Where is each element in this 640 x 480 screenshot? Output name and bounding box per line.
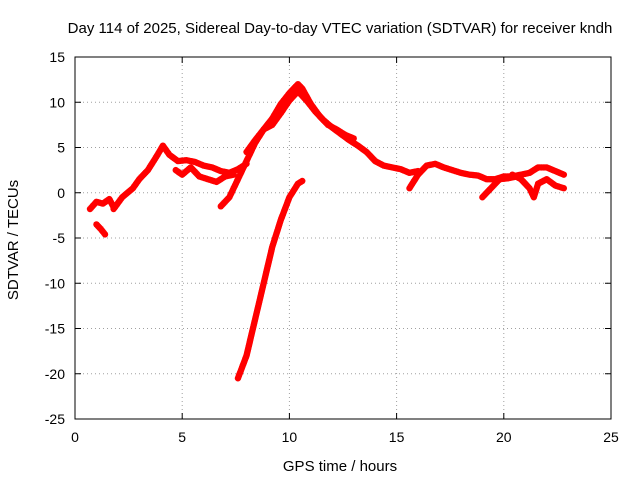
data-point <box>560 185 568 192</box>
data-point <box>350 135 357 142</box>
series-arc-6 <box>243 80 357 156</box>
x-tick-label: 10 <box>282 429 298 445</box>
series-arc-1 <box>86 195 117 213</box>
series-arc-2 <box>93 221 109 238</box>
chart-title: Day 114 of 2025, Sidereal Day-to-day VTE… <box>68 20 613 37</box>
y-tick-label: -25 <box>45 411 65 427</box>
series-arc-3 <box>110 142 250 213</box>
y-tick-label: -15 <box>45 321 65 337</box>
y-tick-label: 15 <box>49 49 65 65</box>
x-tick-label: 20 <box>496 429 512 445</box>
y-tick-label: -20 <box>45 366 65 382</box>
y-tick-label: 0 <box>57 185 65 201</box>
y-tick-label: -5 <box>53 230 66 246</box>
data-point <box>560 171 568 178</box>
data-point <box>101 231 109 238</box>
data-point <box>299 177 306 185</box>
x-axis-label: GPS time / hours <box>283 458 397 475</box>
x-tick-label: 5 <box>178 429 186 445</box>
plot-area <box>86 80 568 382</box>
series-arc-8 <box>406 160 568 192</box>
y-tick-label: -10 <box>45 275 65 291</box>
series-arc-7 <box>234 177 306 382</box>
data-point <box>230 171 237 178</box>
y-tick-label: 10 <box>49 94 65 110</box>
x-tick-label: 25 <box>603 429 619 445</box>
y-axis-label: SDTVAR / TECUs <box>5 180 22 300</box>
grid <box>75 57 611 419</box>
x-tick-label: 0 <box>71 429 79 445</box>
series-arc-4 <box>172 164 237 186</box>
y-tick-label: 5 <box>57 140 65 156</box>
axes: 0 5 10 15 20 25 -25 -20 -15 -10 -5 0 5 10 15 <box>45 49 619 445</box>
x-tick-label: 15 <box>389 429 405 445</box>
series-arc-10 <box>509 171 568 201</box>
